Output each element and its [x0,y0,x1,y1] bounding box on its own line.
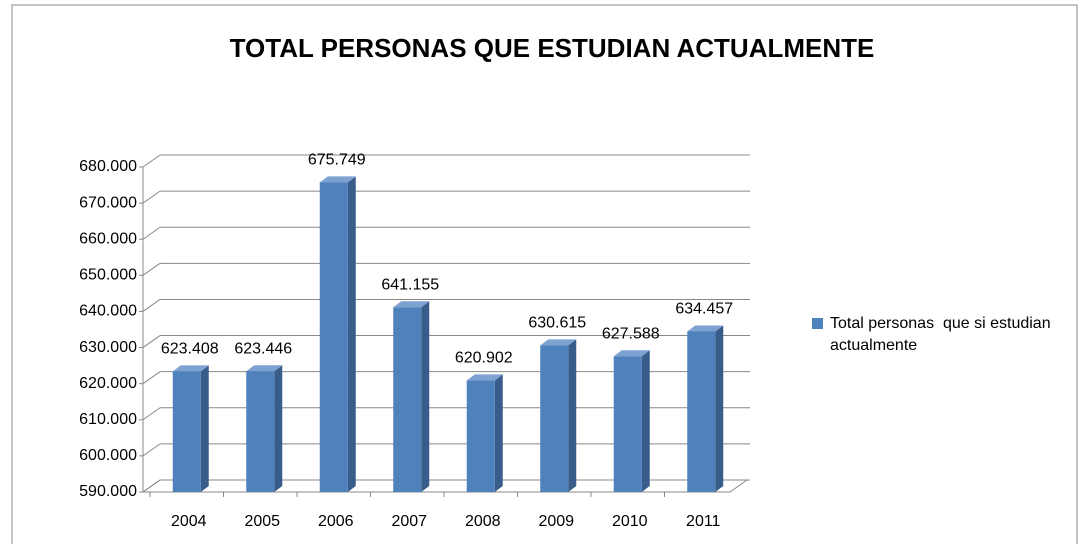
bar-side [274,365,283,492]
grid-line-side [142,443,161,457]
y-tick-label: 590.000 [79,483,137,500]
data-label: 634.457 [675,301,733,318]
data-label: 623.408 [161,341,219,358]
y-tick-label: 610.000 [79,411,137,428]
x-tick-label: 2005 [244,513,280,530]
y-tick-label: 630.000 [79,339,137,356]
data-label: 675.749 [308,152,366,169]
x-tick-label: 2006 [318,513,354,530]
grid-line-side [142,154,161,168]
bar-top [687,325,724,332]
legend-label: Total personas que si estudian actualmen… [830,315,1056,354]
bar-side [421,301,430,492]
bar-top [246,365,283,372]
bar-top [393,301,430,308]
data-label: 627.588 [602,325,660,342]
bar-side [494,374,503,492]
bar [466,380,495,492]
bar-side [347,176,356,492]
grid-line-side [142,335,161,348]
chart-title: TOTAL PERSONAS QUE ESTUDIAN ACTUALMENTE [230,33,875,63]
bar [246,371,275,492]
bar [540,345,569,492]
y-tick-label: 600.000 [79,447,137,464]
grid-line-side [142,407,161,421]
bar-side [200,365,209,492]
grid-line-side [142,299,161,312]
data-label: 630.615 [528,315,586,332]
data-label: 623.446 [234,340,292,357]
legend: Total personas que si estudian actualmen… [812,313,1062,357]
y-tick-label: 640.000 [79,303,137,320]
bar-top [319,176,356,183]
data-label: 620.902 [455,350,513,367]
bar-top [466,374,503,381]
x-tick-label: 2007 [391,513,427,530]
y-tick-label: 620.000 [79,375,137,392]
grid-line-side [142,262,161,276]
bar [687,331,716,492]
bar-top [540,339,577,346]
floor [141,479,749,493]
bar-side [715,325,724,492]
y-tick-label: 680.000 [79,158,137,175]
grid-line-side [142,226,161,240]
y-tick-label: 650.000 [79,267,137,284]
bar-top [172,365,209,372]
grid-line-side [142,479,161,493]
y-tick-label: 660.000 [79,230,137,247]
legend-swatch [812,318,823,329]
bar [393,307,422,492]
bar-side [641,350,650,492]
bar [172,371,201,492]
data-label: 641.155 [381,276,439,293]
bar-top [613,350,650,357]
x-tick-label: 2008 [465,513,501,530]
x-tick-label: 2010 [612,513,648,530]
x-tick-label: 2004 [171,513,207,530]
x-tick-label: 2011 [686,513,721,530]
bar [319,182,348,492]
bar [613,356,642,492]
grid-line-side [142,190,161,204]
grid-line-side [142,371,161,385]
y-tick-label: 670.000 [79,194,137,211]
x-tick-label: 2009 [538,513,574,530]
bar-side [568,339,577,492]
